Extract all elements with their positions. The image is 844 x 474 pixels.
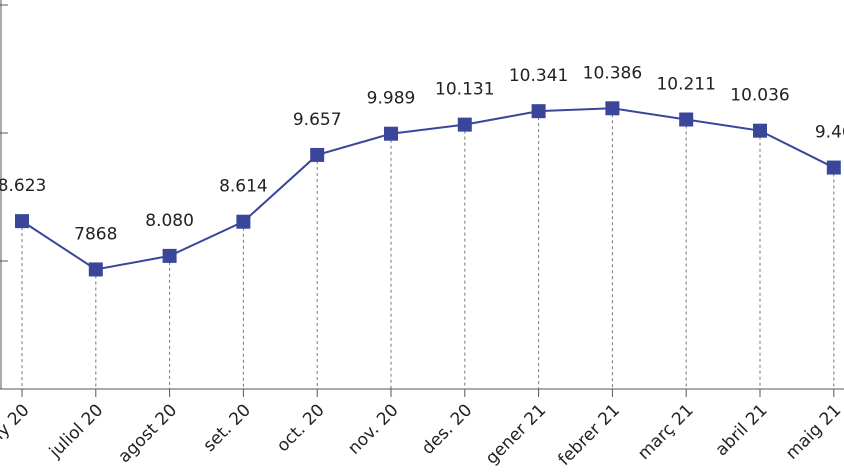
marker [531, 104, 546, 119]
data-label: 10.386 [583, 63, 642, 83]
marker [162, 248, 177, 263]
data-label: 10.211 [656, 74, 715, 94]
x-tick-label: juny 20 [0, 400, 34, 460]
data-label: 9.989 [367, 89, 416, 109]
marker [826, 160, 841, 175]
x-tick-label: nov. 20 [344, 400, 402, 458]
marker [384, 126, 398, 141]
x-tick-label: des. 20 [418, 400, 476, 458]
x-tick-label: gener 21 [482, 400, 550, 468]
marker [310, 147, 325, 162]
marker [679, 112, 694, 127]
series-line [21, 107, 835, 271]
x-tick-label: oct. 20 [273, 400, 329, 456]
data-label: 7868 [74, 224, 117, 244]
x-tick-label: set. 20 [199, 400, 254, 455]
data-label: 10.131 [435, 80, 494, 100]
marker [753, 123, 767, 138]
data-label: 10.341 [509, 66, 568, 86]
data-label: 9.46 [815, 123, 844, 143]
marker [457, 117, 472, 132]
data-label: 9.657 [293, 110, 342, 130]
x-tick-label: juliol 20 [45, 400, 107, 462]
data-label: 10.036 [730, 86, 789, 106]
marker [15, 214, 29, 229]
x-tick-label: maig 21 [782, 400, 844, 463]
marker [88, 262, 103, 277]
x-tick-label: agost 20 [115, 400, 182, 467]
data-label: 8.614 [219, 177, 268, 197]
marker [236, 214, 251, 229]
data-label: 8.080 [145, 211, 194, 231]
x-tick-label: abril 21 [712, 400, 772, 460]
x-tick-label: març 21 [634, 400, 698, 464]
marker [605, 101, 620, 116]
data-label: 8.623 [0, 176, 46, 196]
x-tick-label: febrer 21 [554, 400, 624, 470]
